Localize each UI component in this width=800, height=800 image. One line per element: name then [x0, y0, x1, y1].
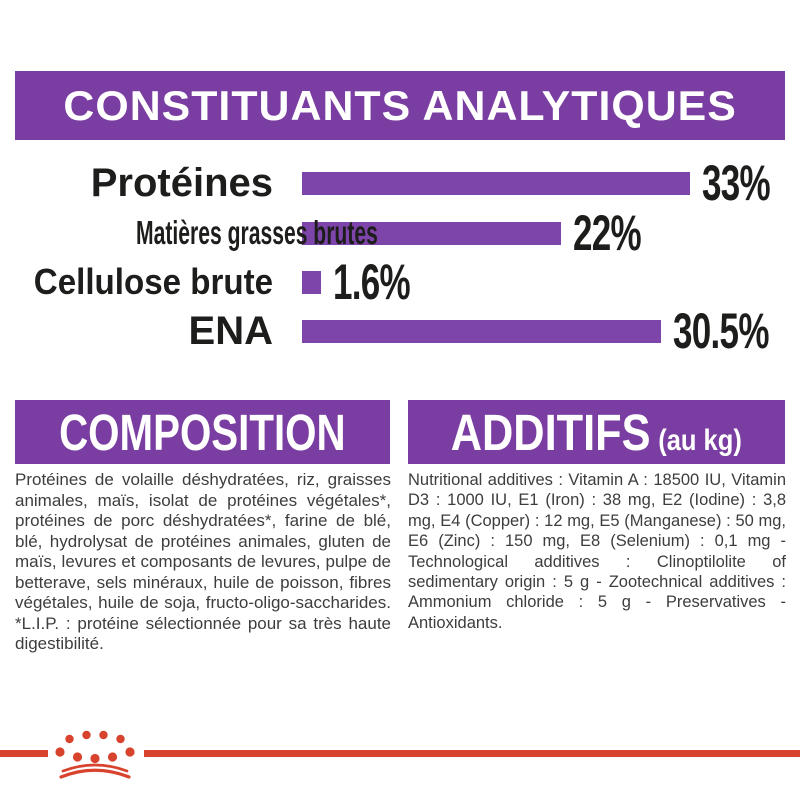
chart-category-label: Matières grasses brutes [136, 214, 378, 251]
chart-category-label: ENA [188, 308, 273, 353]
chart-value-label: 33% [702, 155, 771, 211]
footer-rule-left [0, 750, 48, 757]
analytical-constituents-chart: Protéines 33% Matières grasses brutes 22% Ce… [0, 0, 800, 370]
chart-category-label: Cellulose brute [33, 261, 273, 302]
chart-bar [302, 221, 561, 245]
chart-label-cell: Protéines [0, 161, 273, 206]
chart-value-label: 1.6% [333, 254, 411, 310]
royal-canin-crown-icon [55, 730, 135, 779]
chart-bar-cell: 1.6% [302, 253, 443, 311]
additifs-title: ADDITIFS [450, 403, 651, 461]
chart-category-label: Protéines [90, 160, 273, 205]
chart-value-label: 22% [573, 205, 642, 261]
additifs-unit-label: (au kg) [658, 423, 743, 457]
composition-banner: COMPOSITION [15, 400, 390, 464]
additifs-title-group: ADDITIFS (au kg) [451, 403, 742, 462]
constituants-analytiques-banner: CONSTITUANTS ANALYTIQUES [15, 71, 785, 140]
composition-body-text: Protéines de volaille déshydratées, riz,… [15, 470, 391, 653]
additifs-banner: ADDITIFS (au kg) [408, 400, 785, 464]
chart-bar-cell: 33% [302, 154, 799, 212]
composition-title: COMPOSITION [59, 403, 346, 461]
chart-label-cell: Cellulose brute [0, 261, 273, 303]
chart-bar-cell: 30.5% [302, 302, 800, 360]
chart-label-cell: ENA [0, 309, 273, 354]
chart-bar [302, 319, 661, 343]
chart-row: Matières grasses brutes 22% [0, 205, 800, 261]
constituants-analytiques-title: CONSTITUANTS ANALYTIQUES [63, 81, 737, 129]
chart-value-label: 30.5% [673, 303, 769, 359]
chart-bar [302, 171, 690, 195]
chart-label-cell: Matières grasses brutes [0, 214, 378, 252]
chart-row: Cellulose brute 1.6% [0, 254, 800, 310]
chart-row: Protéines 33% [0, 155, 800, 211]
chart-bar-cell: 22% [302, 204, 670, 262]
chart-bar [302, 270, 321, 294]
chart-row: ENA 30.5% [0, 303, 800, 359]
additifs-body-text: Nutritional additives : Vitamin A : 1850… [408, 471, 786, 632]
footer-rule-right [144, 750, 800, 757]
